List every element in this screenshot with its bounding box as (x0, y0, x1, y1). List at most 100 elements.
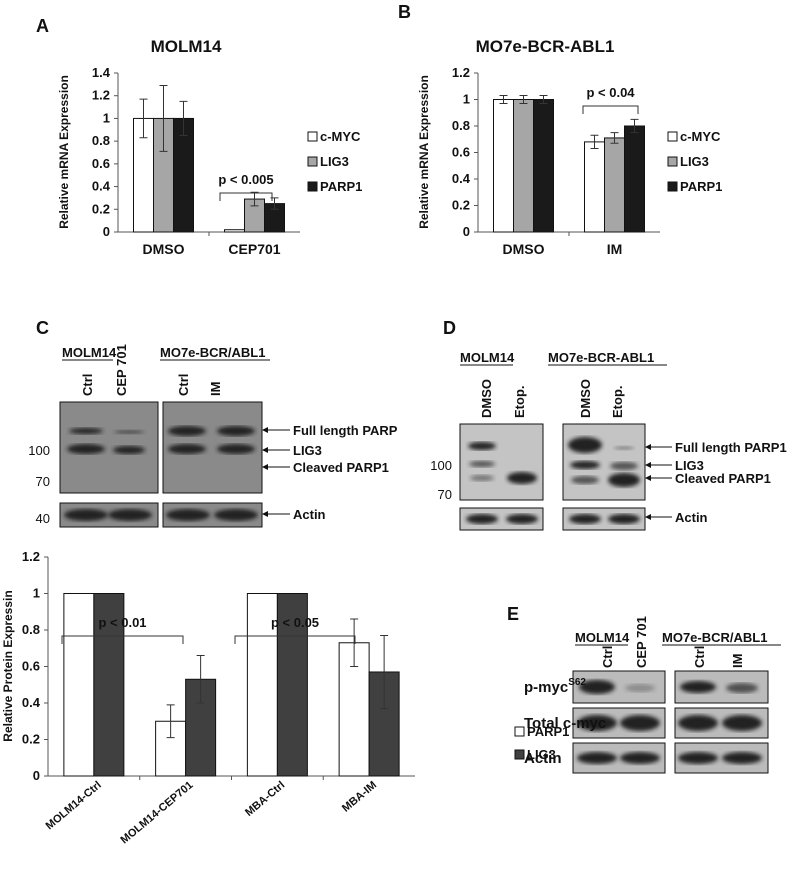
legend-label: PARP1 (527, 724, 569, 739)
legend-swatch (307, 181, 318, 192)
bar-chart: Relative Protein Expressin 0 0.2 0.4 0.6 0.8 1… (1, 549, 569, 846)
error-bar (179, 100, 188, 136)
band-label: LIG3 (293, 443, 322, 458)
panel-label: D (443, 318, 456, 338)
error-bar (499, 95, 508, 104)
mw-marker: 70 (36, 474, 50, 489)
band-label: Actin (675, 510, 708, 525)
lane-label: IM (208, 382, 223, 396)
band-label: LIG3 (675, 458, 704, 473)
chart-title: MOLM14 (151, 37, 222, 56)
x-tick-label: MBA-IM (340, 779, 379, 815)
legend-swatch (307, 156, 318, 167)
panel-label: A (36, 16, 49, 36)
y-tick-label: 1 (103, 110, 110, 125)
y-tick-label: 0.4 (92, 179, 111, 194)
group-label: MOLM14 (62, 345, 117, 360)
lane-label: Etop. (610, 386, 625, 419)
y-tick-label: 1 (463, 92, 470, 107)
y-tick-label: 1.2 (92, 88, 110, 103)
error-bar (610, 132, 619, 144)
y-tick-label: 1 (33, 586, 40, 601)
error-bar (380, 634, 389, 709)
group-label: MO7e-BCR-ABL1 (548, 350, 654, 365)
group-label: MO7e-BCR/ABL1 (160, 345, 265, 360)
error-bar (590, 134, 599, 150)
bar (276, 593, 308, 777)
band-label: Full length PARP (293, 423, 398, 438)
legend-label: LIG3 (527, 747, 556, 762)
y-tick-label: 0.2 (22, 732, 40, 747)
row-label: p-mycS62 (524, 677, 586, 696)
legend-swatch (667, 131, 678, 142)
y-tick-label: 1.2 (452, 65, 470, 80)
error-bar (196, 655, 205, 704)
bar (93, 593, 125, 777)
bracket (219, 192, 273, 201)
error-bar (139, 98, 148, 139)
group-label: MO7e-BCR/ABL1 (662, 630, 767, 645)
x-tick-label: CEP701 (228, 241, 280, 257)
legend-swatch (514, 726, 525, 737)
band-label: Actin (293, 507, 326, 522)
row-text: p-myc (524, 679, 568, 696)
bar (224, 229, 245, 233)
lane-label: Etop. (512, 386, 527, 419)
bar (63, 593, 95, 777)
error-bar (630, 118, 639, 134)
annotation: p < 0.005 (218, 172, 273, 187)
y-axis-label: Relative mRNA Expression (417, 75, 431, 229)
bar (604, 137, 625, 233)
annotation: p < 0.05 (271, 615, 319, 630)
legend-label: PARP1 (680, 179, 722, 194)
bar (533, 99, 554, 233)
y-tick-label: 0.4 (22, 695, 41, 710)
panel-label: C (36, 318, 49, 338)
mw-marker: 40 (36, 511, 50, 526)
mw-marker: 100 (28, 443, 50, 458)
y-tick-label: 0.6 (452, 145, 470, 160)
mw-marker: 70 (438, 487, 452, 502)
y-tick-label: 0 (33, 768, 40, 783)
error-bar (519, 95, 528, 104)
legend-label: PARP1 (320, 179, 362, 194)
legend-label: LIG3 (320, 154, 349, 169)
y-tick-label: 1.2 (22, 549, 40, 564)
y-tick-label: 0.2 (452, 198, 470, 213)
legend-swatch (307, 131, 318, 142)
error-bar (166, 704, 175, 739)
y-tick-label: 0.6 (22, 659, 40, 674)
y-tick-label: 0.8 (452, 118, 470, 133)
error-bar (350, 618, 359, 667)
legend-label: LIG3 (680, 154, 709, 169)
x-tick-label: DMSO (143, 241, 185, 257)
panel-label: B (398, 2, 411, 22)
y-tick-label: 0.4 (452, 171, 471, 186)
y-tick-label: 0 (463, 224, 470, 239)
band-label: Full length PARP1 (675, 440, 787, 455)
lane-label: CEP 701 (634, 616, 649, 668)
annotation: p < 0.01 (98, 615, 146, 630)
bar (513, 99, 534, 233)
bracket (582, 105, 639, 114)
x-tick-label: MOLM14-Ctrl (44, 779, 104, 832)
bar (624, 125, 645, 233)
y-axis-label: Relative Protein Expressin (1, 590, 15, 741)
error-bar (159, 84, 168, 152)
blot-c: C MOLM14 MO7e-BCR/ABL1 Ctrl CEP 701 Ctrl… (28, 318, 398, 528)
error-bar (539, 95, 548, 104)
y-axis-label: Relative mRNA Expression (57, 75, 71, 229)
legend-label: c-MYC (680, 129, 721, 144)
mw-marker: 100 (430, 458, 452, 473)
blot-image (459, 507, 544, 531)
lane-label: Ctrl (80, 374, 95, 396)
bar (493, 99, 514, 233)
lane-label: DMSO (479, 379, 494, 418)
lane-label: CEP 701 (114, 344, 129, 396)
bar (584, 141, 605, 233)
x-tick-label: DMSO (503, 241, 545, 257)
panel-label: E (507, 604, 519, 624)
row-label: Total c-myc (524, 715, 606, 732)
group-label: MOLM14 (575, 630, 630, 645)
